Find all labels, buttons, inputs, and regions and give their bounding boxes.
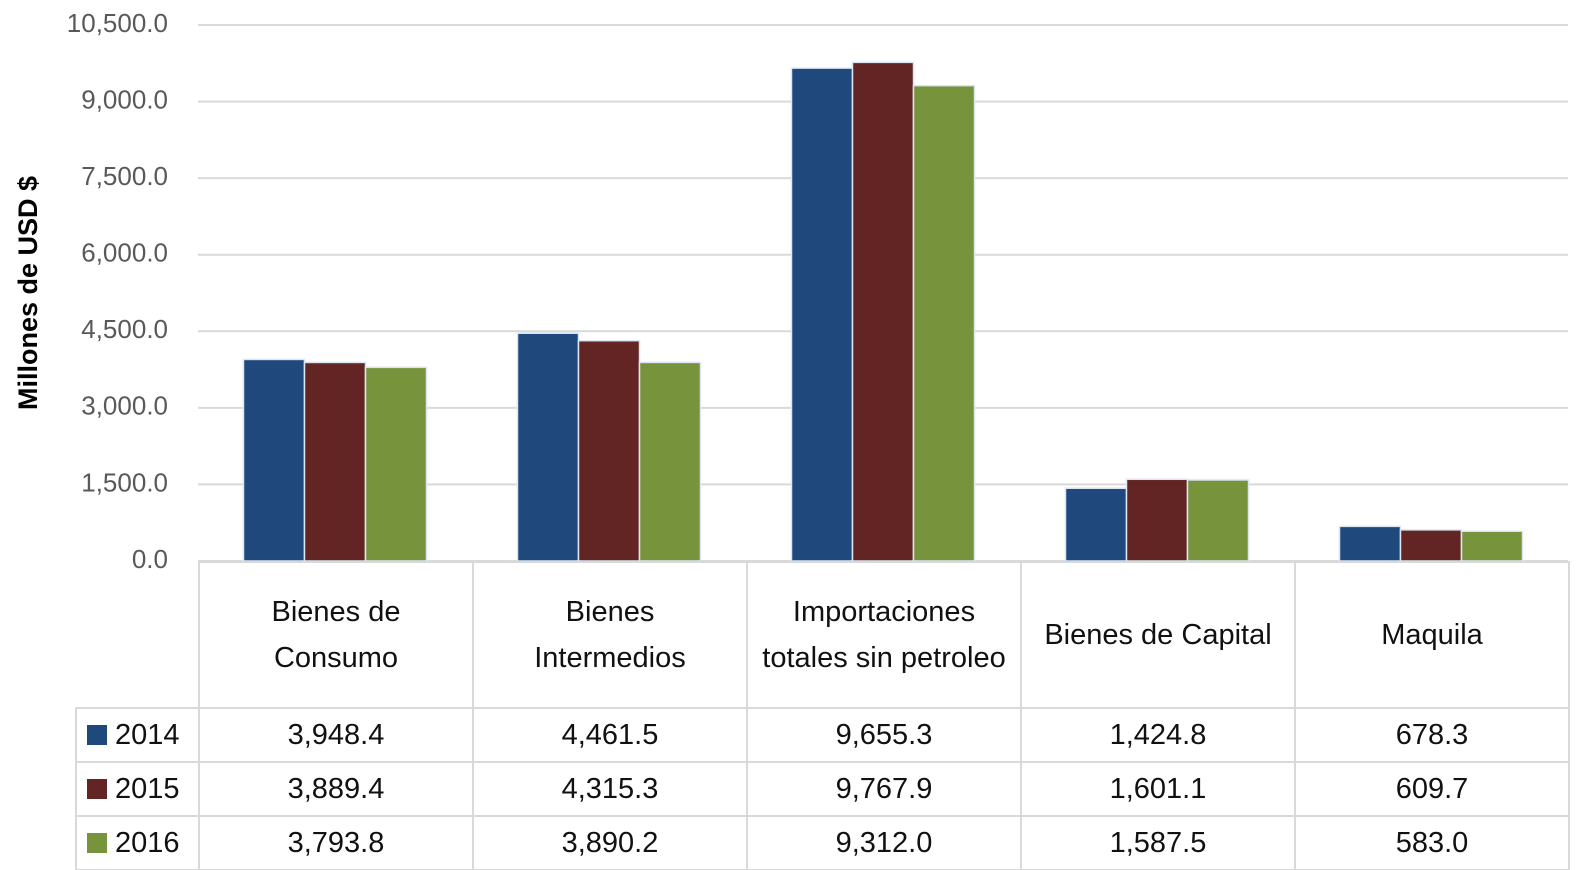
category-label: Bienes de Consumo bbox=[198, 561, 474, 709]
bar bbox=[1338, 525, 1402, 562]
bar bbox=[851, 61, 915, 562]
bar bbox=[242, 358, 306, 562]
table-corner bbox=[76, 562, 200, 708]
value-label: 3,793.8 bbox=[198, 815, 474, 870]
legend-entry: 2014 bbox=[75, 707, 200, 763]
bar bbox=[364, 366, 428, 562]
bar bbox=[1399, 529, 1463, 562]
y-tick-label: 10,500.0 bbox=[67, 8, 168, 38]
data-table: Bienes de Consumo Bienes Intermedios Impor… bbox=[75, 561, 1570, 870]
value-label: 3,890.2 bbox=[472, 815, 748, 870]
legend-entry: 2016 bbox=[75, 815, 200, 870]
category-label: Maquila bbox=[1294, 561, 1570, 709]
bar bbox=[790, 67, 854, 562]
table-header: Bienes de Consumo Bienes Intermedios Impor… bbox=[76, 561, 1570, 709]
bar bbox=[912, 84, 976, 562]
value-label: 9,312.0 bbox=[746, 815, 1022, 870]
bar bbox=[1064, 487, 1128, 562]
legend-label: 2014 bbox=[115, 718, 180, 751]
bar bbox=[516, 332, 580, 562]
value-label: 9,655.3 bbox=[746, 707, 1022, 763]
legend-label: 2016 bbox=[115, 826, 180, 859]
value-label: 3,948.4 bbox=[198, 707, 474, 763]
y-tick-label: 1,500.0 bbox=[81, 467, 168, 497]
value-label: 1,601.1 bbox=[1020, 761, 1296, 817]
value-label: 4,461.5 bbox=[472, 707, 748, 763]
value-label: 609.7 bbox=[1294, 761, 1570, 817]
legend-entry: 2015 bbox=[75, 761, 200, 817]
value-label: 9,767.9 bbox=[746, 761, 1022, 817]
table-row: 2015 3,889.4 4,315.3 9,767.9 1,601.1 609.7 bbox=[75, 761, 1570, 817]
bar bbox=[638, 361, 702, 562]
legend-swatch bbox=[87, 778, 107, 799]
y-tick-label: 6,000.0 bbox=[81, 238, 168, 268]
bar bbox=[1460, 530, 1524, 562]
legend-label: 2015 bbox=[115, 772, 180, 805]
legend-swatch bbox=[87, 724, 107, 745]
bar bbox=[1125, 478, 1189, 562]
y-tick-label: 4,500.0 bbox=[81, 314, 168, 344]
bar bbox=[303, 361, 367, 562]
value-label: 3,889.4 bbox=[198, 761, 474, 817]
y-axis-label: Millones de USD $ bbox=[13, 176, 43, 410]
category-label: Bienes de Capital bbox=[1020, 561, 1296, 709]
y-tick-label: 9,000.0 bbox=[81, 84, 168, 114]
value-label: 583.0 bbox=[1294, 815, 1570, 870]
bar bbox=[577, 339, 641, 562]
y-tick-label: 7,500.0 bbox=[81, 161, 168, 191]
legend-swatch bbox=[87, 832, 107, 853]
value-label: 1,424.8 bbox=[1020, 707, 1296, 763]
category-label: Importaciones totales sin petroleo bbox=[746, 561, 1022, 709]
bar bbox=[1186, 479, 1250, 562]
y-tick-label: 3,000.0 bbox=[81, 391, 168, 421]
table-row: 2014 3,948.4 4,461.5 9,655.3 1,424.8 678.3 bbox=[75, 707, 1570, 763]
value-label: 1,587.5 bbox=[1020, 815, 1296, 870]
value-label: 4,315.3 bbox=[472, 761, 748, 817]
table-row: 2016 3,793.8 3,890.2 9,312.0 1,587.5 583.0 bbox=[75, 815, 1570, 870]
category-label: Bienes Intermedios bbox=[472, 561, 748, 709]
value-label: 678.3 bbox=[1294, 707, 1570, 763]
